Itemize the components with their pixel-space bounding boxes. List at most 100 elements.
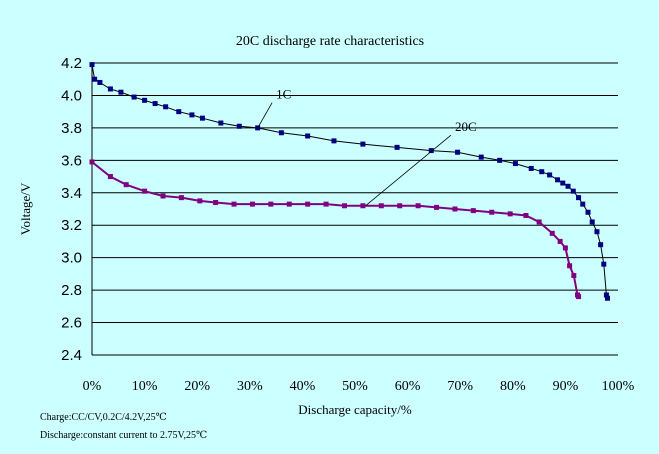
annotation-leader <box>365 134 452 207</box>
data-point-1c <box>589 219 595 225</box>
data-point-20c <box>341 203 347 209</box>
data-point-1c <box>236 123 242 129</box>
data-point-20c <box>489 209 495 215</box>
data-point-20c <box>360 203 366 209</box>
data-point-20c <box>213 200 219 206</box>
data-point-1c <box>570 188 576 194</box>
data-point-1c <box>604 295 610 301</box>
x-tick-label: 50% <box>342 379 368 394</box>
x-tick-label: 10% <box>132 379 158 394</box>
x-tick-label: 100% <box>602 379 635 394</box>
data-point-20c <box>142 188 148 194</box>
data-point-1c <box>331 138 337 144</box>
discharge-note: Discharge:constant current to 2.75V,25℃ <box>40 430 208 441</box>
data-point-20c <box>576 294 582 300</box>
data-point-20c <box>323 201 329 207</box>
data-point-20c <box>231 201 237 207</box>
data-point-20c <box>557 238 563 244</box>
data-point-20c <box>286 201 292 207</box>
y-tick-label: 2.8 <box>61 282 82 299</box>
x-tick-label: 60% <box>395 379 421 394</box>
chart-title: 20C discharge rate characteristics <box>236 34 424 49</box>
y-tick-label: 3.0 <box>61 250 82 267</box>
y-tick-label: 3.8 <box>61 120 82 137</box>
data-point-1c <box>394 144 400 150</box>
x-tick-label: 70% <box>447 379 473 394</box>
y-tick-label: 3.2 <box>61 217 82 234</box>
y-tick-label: 4.2 <box>61 55 82 72</box>
x-tick-label: 40% <box>290 379 316 394</box>
data-point-20c <box>397 203 403 209</box>
x-tick-label: 90% <box>553 379 579 394</box>
data-point-1c <box>89 62 95 68</box>
data-point-1c <box>152 101 158 107</box>
data-point-20c <box>249 201 255 207</box>
data-point-20c <box>567 263 573 269</box>
data-point-20c <box>268 201 274 207</box>
data-point-20c <box>178 195 184 201</box>
y-tick-label: 4.0 <box>61 87 82 104</box>
data-point-1c <box>142 97 148 103</box>
annotation-label: 1C <box>276 87 291 102</box>
data-point-20c <box>562 245 568 251</box>
data-point-1c <box>585 209 591 215</box>
data-point-20c <box>197 198 203 204</box>
data-point-1c <box>305 133 311 139</box>
data-point-20c <box>571 273 577 279</box>
data-point-1c <box>199 115 205 121</box>
x-axis-label: Discharge capacity/% <box>298 402 412 417</box>
data-point-1c <box>118 89 124 95</box>
x-tick-label: 30% <box>237 379 263 394</box>
data-point-20c <box>378 203 384 209</box>
data-point-1c <box>107 86 113 92</box>
data-point-1c <box>512 161 518 167</box>
data-point-20c <box>470 208 476 214</box>
data-point-1c <box>278 130 284 136</box>
data-point-1c <box>580 201 586 207</box>
data-point-1c <box>565 183 571 189</box>
annotation-label: 20C <box>455 119 477 134</box>
data-point-1c <box>539 169 545 175</box>
data-point-20c <box>107 174 113 180</box>
y-axis-label: Voltage/V <box>18 182 33 235</box>
data-point-1c <box>601 261 607 267</box>
data-point-20c <box>536 219 542 225</box>
x-tick-label: 0% <box>83 379 102 394</box>
y-tick-label: 3.4 <box>61 185 82 202</box>
data-point-1c <box>176 109 182 115</box>
data-point-20c <box>549 230 555 236</box>
data-point-1c <box>218 120 224 126</box>
data-point-1c <box>455 149 461 155</box>
data-point-1c <box>603 292 609 298</box>
data-point-1c <box>478 154 484 160</box>
x-tick-label: 20% <box>184 379 210 394</box>
data-point-20c <box>160 193 166 199</box>
data-point-20c <box>452 206 458 212</box>
data-point-20c <box>123 182 129 188</box>
data-point-1c <box>560 180 566 186</box>
data-point-1c <box>576 195 582 201</box>
data-point-20c <box>523 212 529 218</box>
data-point-1c <box>428 148 434 154</box>
data-point-20c <box>305 201 311 207</box>
y-tick-label: 2.4 <box>61 347 82 364</box>
y-tick-label: 3.6 <box>61 152 82 169</box>
data-point-1c <box>555 177 561 183</box>
data-point-20c <box>415 203 421 209</box>
data-point-20c <box>89 159 95 165</box>
y-tick-label: 2.6 <box>61 315 82 332</box>
data-point-1c <box>97 79 103 85</box>
data-point-1c <box>594 229 600 235</box>
data-point-1c <box>189 112 195 118</box>
data-point-20c <box>507 211 513 217</box>
data-point-1c <box>360 141 366 147</box>
data-point-1c <box>528 165 534 171</box>
data-point-1c <box>92 76 98 82</box>
x-tick-label: 80% <box>500 379 526 394</box>
data-point-1c <box>547 172 553 178</box>
data-point-1c <box>598 242 604 248</box>
data-point-20c <box>434 204 440 210</box>
charge-note: Charge:CC/CV,0.2C/4.2V,25℃ <box>40 412 167 423</box>
